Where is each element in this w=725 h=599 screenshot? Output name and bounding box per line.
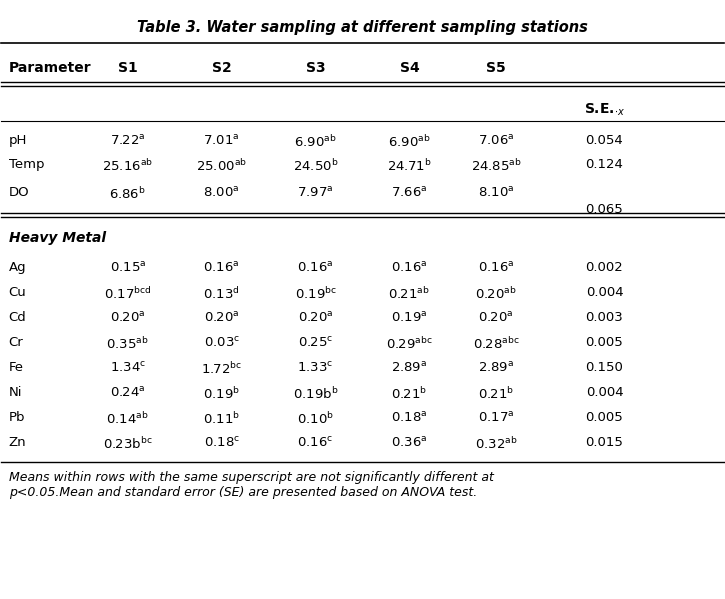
Text: 0.11$^{\mathrm{b}}$: 0.11$^{\mathrm{b}}$ xyxy=(203,411,240,427)
Text: 0.19$^{\mathrm{b}}$: 0.19$^{\mathrm{b}}$ xyxy=(203,386,240,402)
Text: 1.34$^{\mathrm{c}}$: 1.34$^{\mathrm{c}}$ xyxy=(109,361,146,375)
Text: 0.23b$^{\mathrm{bc}}$: 0.23b$^{\mathrm{bc}}$ xyxy=(103,436,153,452)
Text: Temp: Temp xyxy=(9,158,44,171)
Text: 7.97$^{\mathrm{a}}$: 7.97$^{\mathrm{a}}$ xyxy=(297,186,334,200)
Text: 24.71$^{\mathrm{b}}$: 24.71$^{\mathrm{b}}$ xyxy=(387,158,431,174)
Text: 0.003: 0.003 xyxy=(586,311,624,324)
Text: 0.18$^{\mathrm{a}}$: 0.18$^{\mathrm{a}}$ xyxy=(392,411,428,425)
Text: 7.01$^{\mathrm{a}}$: 7.01$^{\mathrm{a}}$ xyxy=(204,134,240,148)
Text: 0.20$^{\mathrm{a}}$: 0.20$^{\mathrm{a}}$ xyxy=(110,311,146,325)
Text: 8.10$^{\mathrm{a}}$: 8.10$^{\mathrm{a}}$ xyxy=(478,186,514,200)
Text: 2.89$^{\mathrm{a}}$: 2.89$^{\mathrm{a}}$ xyxy=(478,361,514,375)
Text: 0.015: 0.015 xyxy=(586,436,624,449)
Text: 0.20$^{\mathrm{ab}}$: 0.20$^{\mathrm{ab}}$ xyxy=(475,286,517,302)
Text: 0.21$^{\mathrm{b}}$: 0.21$^{\mathrm{b}}$ xyxy=(392,386,428,402)
Text: Ag: Ag xyxy=(9,261,26,274)
Text: 0.35$^{\mathrm{ab}}$: 0.35$^{\mathrm{ab}}$ xyxy=(107,336,149,352)
Text: Fe: Fe xyxy=(9,361,24,374)
Text: 0.20$^{\mathrm{a}}$: 0.20$^{\mathrm{a}}$ xyxy=(478,311,514,325)
Text: 0.13$^{\mathrm{d}}$: 0.13$^{\mathrm{d}}$ xyxy=(203,286,240,302)
Text: 0.17$^{\mathrm{bcd}}$: 0.17$^{\mathrm{bcd}}$ xyxy=(104,286,152,302)
Text: DO: DO xyxy=(9,186,29,199)
Text: 2.89$^{\mathrm{a}}$: 2.89$^{\mathrm{a}}$ xyxy=(392,361,428,375)
Text: 7.22$^{\mathrm{a}}$: 7.22$^{\mathrm{a}}$ xyxy=(110,134,146,148)
Text: 0.16$^{\mathrm{a}}$: 0.16$^{\mathrm{a}}$ xyxy=(478,261,514,275)
Text: 0.15$^{\mathrm{a}}$: 0.15$^{\mathrm{a}}$ xyxy=(109,261,146,275)
Text: 0.19$^{\mathrm{bc}}$: 0.19$^{\mathrm{bc}}$ xyxy=(294,286,336,302)
Text: 1.33$^{\mathrm{c}}$: 1.33$^{\mathrm{c}}$ xyxy=(297,361,334,375)
Text: 0.24$^{\mathrm{a}}$: 0.24$^{\mathrm{a}}$ xyxy=(110,386,146,400)
Text: 0.124: 0.124 xyxy=(586,158,624,171)
Text: S4: S4 xyxy=(399,61,419,75)
Text: 0.16$^{\mathrm{c}}$: 0.16$^{\mathrm{c}}$ xyxy=(297,436,334,450)
Text: Table 3. Water sampling at different sampling stations: Table 3. Water sampling at different sam… xyxy=(137,20,588,35)
Text: 0.004: 0.004 xyxy=(586,286,624,299)
Text: S5: S5 xyxy=(486,61,506,75)
Text: pH: pH xyxy=(9,134,27,147)
Text: 0.14$^{\mathrm{ab}}$: 0.14$^{\mathrm{ab}}$ xyxy=(107,411,149,427)
Text: 0.03$^{\mathrm{c}}$: 0.03$^{\mathrm{c}}$ xyxy=(204,336,240,350)
Text: 0.20$^{\mathrm{a}}$: 0.20$^{\mathrm{a}}$ xyxy=(298,311,334,325)
Text: 0.16$^{\mathrm{a}}$: 0.16$^{\mathrm{a}}$ xyxy=(204,261,240,275)
Text: 0.21$^{\mathrm{b}}$: 0.21$^{\mathrm{b}}$ xyxy=(478,386,514,402)
Text: 25.16$^{\mathrm{ab}}$: 25.16$^{\mathrm{ab}}$ xyxy=(102,158,153,174)
Text: Means within rows with the same superscript are not significantly different at
p: Means within rows with the same superscr… xyxy=(9,471,494,499)
Text: Pb: Pb xyxy=(9,411,25,424)
Text: 1.72$^{\mathrm{bc}}$: 1.72$^{\mathrm{bc}}$ xyxy=(201,361,242,377)
Text: Heavy Metal: Heavy Metal xyxy=(9,231,106,245)
Text: 0.21$^{\mathrm{ab}}$: 0.21$^{\mathrm{ab}}$ xyxy=(389,286,431,302)
Text: 7.66$^{\mathrm{a}}$: 7.66$^{\mathrm{a}}$ xyxy=(392,186,428,200)
Text: 0.004: 0.004 xyxy=(586,386,624,399)
Text: 24.85$^{\mathrm{ab}}$: 24.85$^{\mathrm{ab}}$ xyxy=(471,158,521,174)
Text: 7.06$^{\mathrm{a}}$: 7.06$^{\mathrm{a}}$ xyxy=(478,134,514,148)
Text: Cr: Cr xyxy=(9,336,23,349)
Text: 0.054: 0.054 xyxy=(586,134,624,147)
Text: S1: S1 xyxy=(118,61,138,75)
Text: 0.32$^{\mathrm{ab}}$: 0.32$^{\mathrm{ab}}$ xyxy=(475,436,518,452)
Text: Parameter: Parameter xyxy=(9,61,91,75)
Text: 0.16$^{\mathrm{a}}$: 0.16$^{\mathrm{a}}$ xyxy=(297,261,334,275)
Text: 0.002: 0.002 xyxy=(586,261,624,274)
Text: 25.00$^{\mathrm{ab}}$: 25.00$^{\mathrm{ab}}$ xyxy=(196,158,247,174)
Text: S2: S2 xyxy=(212,61,231,75)
Text: 0.005: 0.005 xyxy=(586,411,624,424)
Text: 0.10$^{\mathrm{b}}$: 0.10$^{\mathrm{b}}$ xyxy=(297,411,334,427)
Text: 6.86$^{\mathrm{b}}$: 6.86$^{\mathrm{b}}$ xyxy=(109,186,146,202)
Text: 0.20$^{\mathrm{a}}$: 0.20$^{\mathrm{a}}$ xyxy=(204,311,239,325)
Text: 0.19b$^{\mathrm{b}}$: 0.19b$^{\mathrm{b}}$ xyxy=(293,386,339,402)
Text: 0.25$^{\mathrm{c}}$: 0.25$^{\mathrm{c}}$ xyxy=(298,336,334,350)
Text: 0.28$^{\mathrm{abc}}$: 0.28$^{\mathrm{abc}}$ xyxy=(473,336,520,352)
Text: 0.005: 0.005 xyxy=(586,336,624,349)
Text: 8.00$^{\mathrm{a}}$: 8.00$^{\mathrm{a}}$ xyxy=(204,186,240,200)
Text: Zn: Zn xyxy=(9,436,26,449)
Text: 6.90$^{\mathrm{ab}}$: 6.90$^{\mathrm{ab}}$ xyxy=(294,134,337,150)
Text: 0.36$^{\mathrm{a}}$: 0.36$^{\mathrm{a}}$ xyxy=(392,436,428,450)
Text: 0.150: 0.150 xyxy=(586,361,624,374)
Text: 0.18$^{\mathrm{c}}$: 0.18$^{\mathrm{c}}$ xyxy=(204,436,240,450)
Text: S.E.$_{\cdot x}$: S.E.$_{\cdot x}$ xyxy=(584,102,625,118)
Text: 0.16$^{\mathrm{a}}$: 0.16$^{\mathrm{a}}$ xyxy=(392,261,428,275)
Text: Cd: Cd xyxy=(9,311,26,324)
Text: 0.29$^{\mathrm{abc}}$: 0.29$^{\mathrm{abc}}$ xyxy=(386,336,433,352)
Text: 0.17$^{\mathrm{a}}$: 0.17$^{\mathrm{a}}$ xyxy=(478,411,514,425)
Text: 24.50$^{\mathrm{b}}$: 24.50$^{\mathrm{b}}$ xyxy=(293,158,339,174)
Text: Cu: Cu xyxy=(9,286,26,299)
Text: 0.19$^{\mathrm{a}}$: 0.19$^{\mathrm{a}}$ xyxy=(392,311,428,325)
Text: 6.90$^{\mathrm{ab}}$: 6.90$^{\mathrm{ab}}$ xyxy=(388,134,431,150)
Text: 0.065: 0.065 xyxy=(586,203,624,216)
Text: S3: S3 xyxy=(306,61,326,75)
Text: Ni: Ni xyxy=(9,386,22,399)
